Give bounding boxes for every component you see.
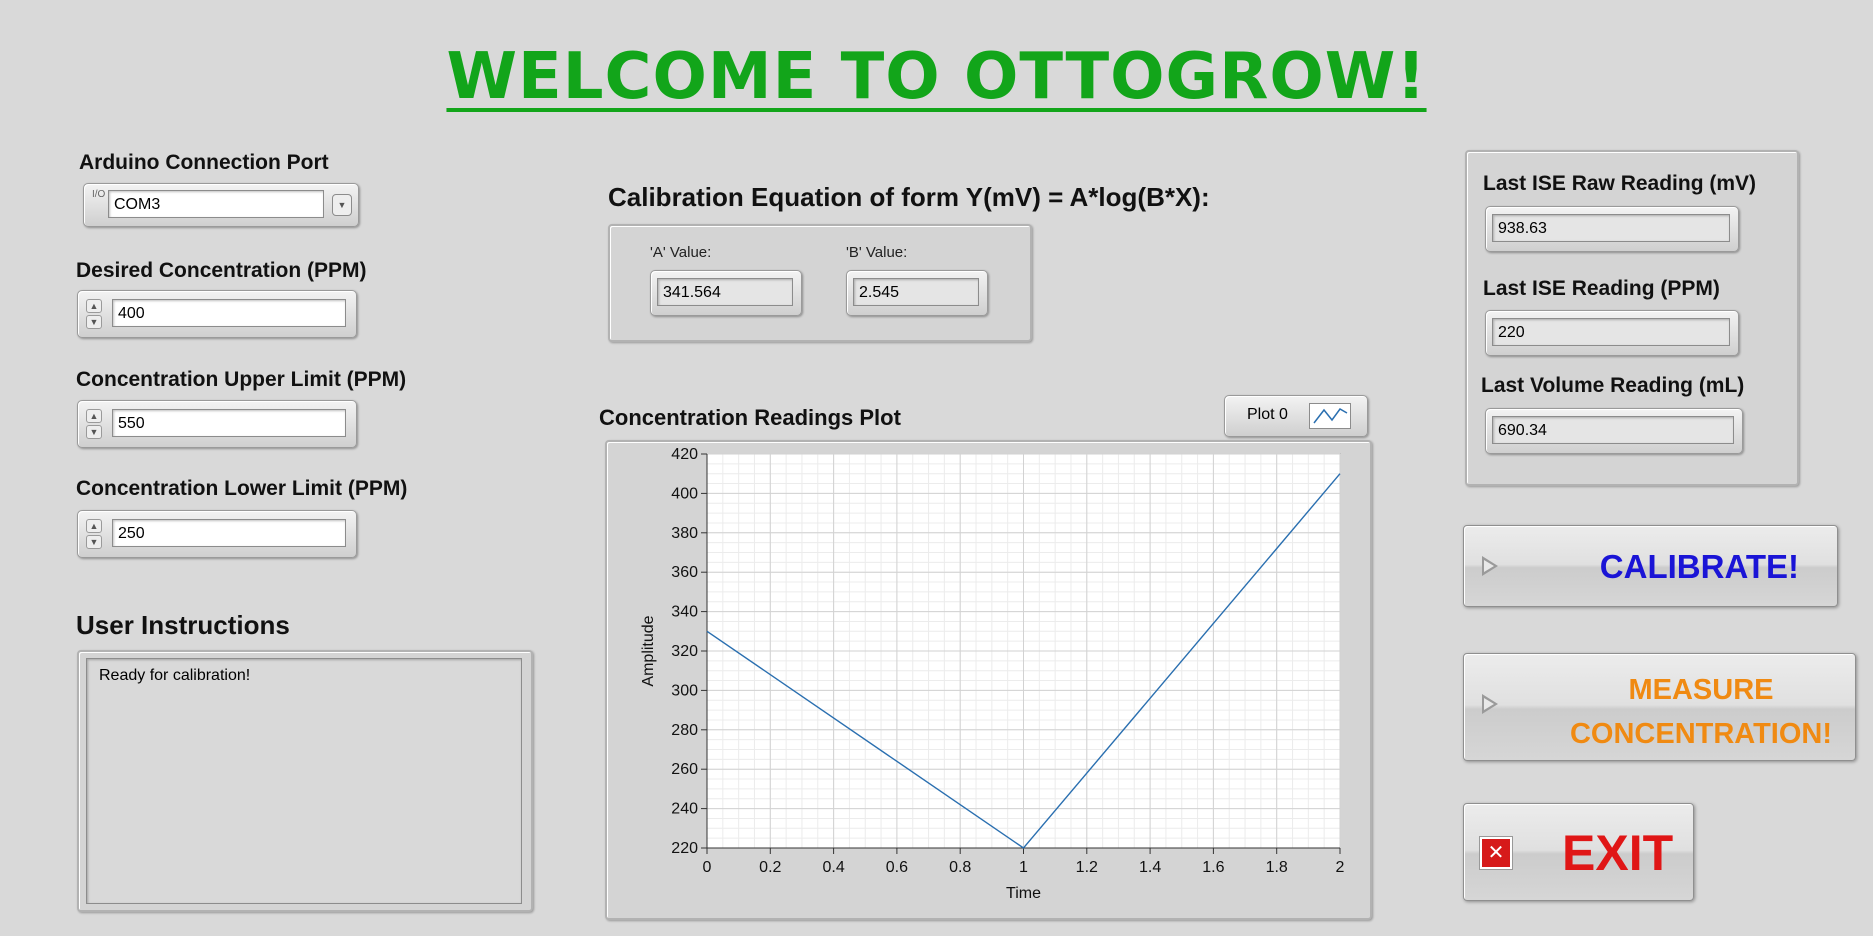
y-tick-label: 220 [671, 840, 698, 857]
x-tick-label: 1.6 [1202, 859, 1224, 876]
up-down-arrows-icon[interactable]: ▲ ▼ [86, 409, 102, 439]
plot-legend[interactable]: Plot 0 [1224, 395, 1368, 437]
volume-reading-indicator: 690.34 [1485, 408, 1743, 454]
y-tick-label: 320 [671, 643, 698, 660]
y-axis-label: Amplitude [640, 615, 657, 686]
volume-reading-label: Last Volume Reading (mL) [1481, 374, 1745, 397]
x-tick-label: 1.2 [1076, 859, 1098, 876]
x-tick-label: 0.2 [759, 859, 781, 876]
ppm-reading-value: 220 [1492, 318, 1730, 346]
instructions-text: Ready for calibration! [99, 667, 251, 684]
y-tick-label: 260 [671, 761, 698, 778]
ppm-reading-label: Last ISE Reading (PPM) [1483, 277, 1720, 300]
x-tick-label: 2 [1336, 859, 1345, 876]
desired-label: Desired Concentration (PPM) [76, 259, 367, 282]
calibration-heading: Calibration Equation of form Y(mV) = A*l… [608, 182, 1210, 212]
a-value: 341.564 [657, 278, 793, 306]
port-select[interactable]: I/O COM3 ▼ [83, 183, 359, 227]
lower-label: Concentration Lower Limit (PPM) [76, 477, 408, 500]
series-line [706, 473, 1341, 849]
b-value: 2.545 [853, 278, 979, 306]
exit-button[interactable]: ✕ EXIT [1463, 803, 1694, 901]
concentration-chart[interactable]: 0 0.2 0.4 0.6 0.8 1 1.2 1.4 1.6 1.8 2 220 240 260 280 3… [607, 442, 1370, 918]
y-tick-label: 300 [671, 682, 698, 699]
readings-panel: Last ISE Raw Reading (mV) 938.63 Last IS… [1465, 150, 1799, 486]
raw-reading-value: 938.63 [1492, 214, 1730, 242]
desired-numeric[interactable]: ▲ ▼ 400 [77, 290, 357, 338]
x-tick-label: 1 [1019, 859, 1028, 876]
calibrate-button[interactable]: CALIBRATE! [1463, 525, 1838, 607]
raw-reading-label: Last ISE Raw Reading (mV) [1483, 172, 1757, 195]
upper-input[interactable]: 550 [112, 409, 346, 437]
instructions-label: User Instructions [76, 610, 290, 640]
chevron-down-icon[interactable]: ▼ [332, 194, 352, 216]
y-tick-label: 340 [671, 604, 698, 621]
ppm-reading-indicator: 220 [1485, 310, 1739, 356]
b-value-indicator: 2.545 [846, 270, 988, 316]
legend-swatch-icon [1309, 403, 1351, 429]
y-tick-label: 380 [671, 525, 698, 542]
page-title: WELCOME TO OTTOGROW! [446, 40, 1427, 114]
upper-label: Concentration Upper Limit (PPM) [76, 368, 407, 391]
io-icon: I/O [92, 189, 106, 200]
calibration-panel: 'A' Value: 341.564 'B' Value: 2.545 [608, 224, 1032, 342]
port-label: Arduino Connection Port [79, 151, 329, 174]
plot-label: Concentration Readings Plot [599, 405, 901, 430]
upper-numeric[interactable]: ▲ ▼ 550 [77, 400, 357, 448]
lower-numeric[interactable]: ▲ ▼ 250 [77, 510, 357, 558]
x-tick-label: 0.4 [822, 859, 844, 876]
close-icon: ✕ [1480, 837, 1512, 869]
instructions-textarea: Ready for calibration! [86, 658, 522, 904]
calibrate-label: CALIBRATE! [1599, 548, 1799, 585]
a-value-label: 'A' Value: [650, 244, 712, 261]
desired-input[interactable]: 400 [112, 299, 346, 327]
legend-label: Plot 0 [1247, 406, 1288, 423]
y-tick-label: 420 [671, 446, 698, 463]
up-down-arrows-icon[interactable]: ▲ ▼ [86, 519, 102, 549]
x-tick-label: 0 [703, 859, 712, 876]
a-value-indicator: 341.564 [650, 270, 802, 316]
plot-panel: 0 0.2 0.4 0.6 0.8 1 1.2 1.4 1.6 1.8 2 220 240 260 280 3… [605, 440, 1372, 920]
volume-reading-value: 690.34 [1492, 416, 1734, 444]
exit-label: EXIT [1562, 825, 1674, 881]
x-tick-label: 0.8 [949, 859, 971, 876]
x-tick-label: 1.4 [1139, 859, 1161, 876]
y-tick-label: 280 [671, 722, 698, 739]
raw-reading-indicator: 938.63 [1485, 206, 1739, 252]
measure-label: MEASURE CONCENTRATION! [1569, 674, 1833, 750]
y-tick-label: 360 [671, 564, 698, 581]
x-tick-label: 0.6 [886, 859, 908, 876]
measure-button[interactable]: MEASURE CONCENTRATION! [1463, 653, 1856, 761]
port-value[interactable]: COM3 [108, 190, 324, 218]
b-value-label: 'B' Value: [846, 244, 908, 261]
y-tick-label: 400 [671, 485, 698, 502]
up-down-arrows-icon[interactable]: ▲ ▼ [86, 299, 102, 329]
x-axis-label: Time [1006, 885, 1041, 902]
instructions-box: Ready for calibration! [77, 650, 533, 912]
x-tick-label: 1.8 [1266, 859, 1288, 876]
y-tick-label: 240 [671, 801, 698, 818]
lower-input[interactable]: 250 [112, 519, 346, 547]
